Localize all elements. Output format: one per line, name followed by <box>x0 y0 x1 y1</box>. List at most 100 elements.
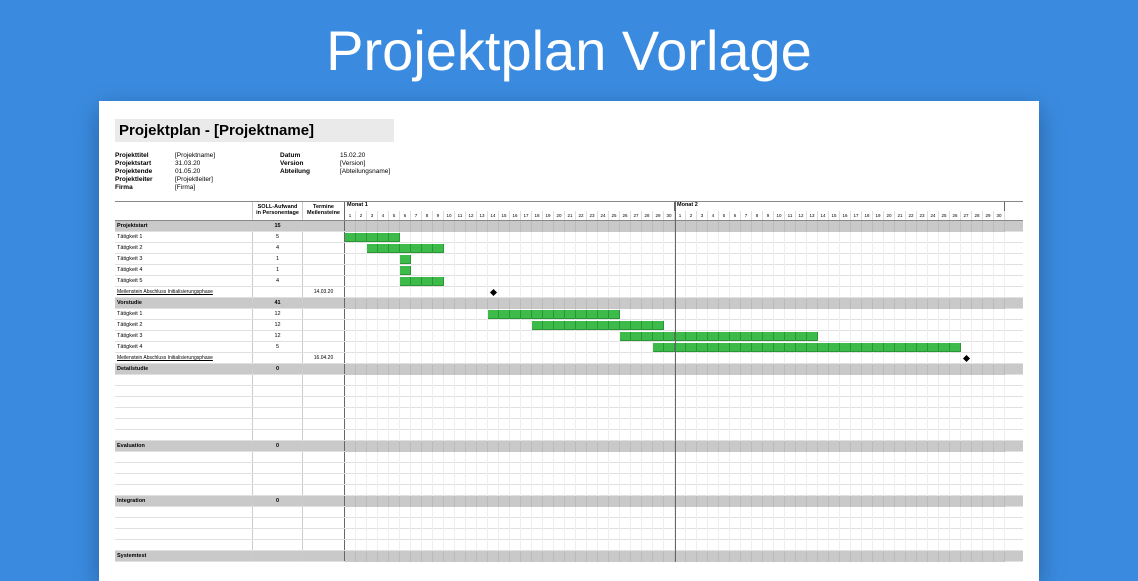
bar-area <box>345 441 1023 451</box>
gantt-bar <box>367 244 444 253</box>
effort-value <box>253 540 303 550</box>
doc-title: Projektplan - [Projektname] <box>115 119 394 142</box>
task-row <box>115 452 1023 463</box>
day-header-cell: 23 <box>917 211 928 220</box>
task-label <box>115 485 253 495</box>
milestone-date <box>303 419 345 429</box>
task-label <box>115 386 253 396</box>
milestone-date <box>303 397 345 407</box>
effort-value: 5 <box>253 232 303 242</box>
bar-area <box>345 551 1023 561</box>
day-header-cell: 25 <box>939 211 950 220</box>
task-row <box>115 419 1023 430</box>
day-header-cell: 29 <box>983 211 994 220</box>
milestone-date <box>303 243 345 253</box>
task-row <box>115 408 1023 419</box>
day-header-cell: 29 <box>653 211 664 220</box>
day-header-cell: 7 <box>741 211 752 220</box>
meta-value: 31.03.20 <box>175 160 230 167</box>
meta-label: Projektleiter <box>115 176 165 183</box>
day-header-cell: 1 <box>345 211 356 220</box>
bar-area <box>345 298 1023 308</box>
bar-area <box>345 320 1023 330</box>
effort-value: 15 <box>253 221 303 231</box>
task-row <box>115 529 1023 540</box>
task-row: Tätigkeit 41 <box>115 265 1023 276</box>
task-label <box>115 529 253 539</box>
bar-area <box>345 496 1023 506</box>
bar-area <box>345 507 1023 517</box>
effort-value <box>253 375 303 385</box>
task-label: Tätigkeit 3 <box>115 331 253 341</box>
bar-area <box>345 397 1023 407</box>
day-header-cell: 30 <box>664 211 675 220</box>
task-row <box>115 485 1023 496</box>
milestone-date <box>303 309 345 319</box>
task-label <box>115 518 253 528</box>
task-label <box>115 375 253 385</box>
day-header-cell: 3 <box>367 211 378 220</box>
day-header-cell: 20 <box>554 211 565 220</box>
effort-value <box>253 507 303 517</box>
milestone-date <box>303 265 345 275</box>
effort-value: 41 <box>253 298 303 308</box>
day-header-cell: 2 <box>686 211 697 220</box>
gantt-chart: SOLL-Aufwand in Personentage Termine Mei… <box>115 201 1023 562</box>
task-label: Systemtest <box>115 551 253 561</box>
day-header-cell: 27 <box>631 211 642 220</box>
task-row <box>115 518 1023 529</box>
task-label: Tätigkeit 2 <box>115 320 253 330</box>
effort-value <box>253 551 303 561</box>
task-row <box>115 386 1023 397</box>
meta-label: Projektende <box>115 168 165 175</box>
day-header-cell: 10 <box>444 211 455 220</box>
day-header-cell: 25 <box>609 211 620 220</box>
section-row: Detailstudie0 <box>115 364 1023 375</box>
day-header-cell: 30 <box>994 211 1005 220</box>
milestone-date <box>303 463 345 473</box>
day-header-cell: 17 <box>521 211 532 220</box>
meta-value: [Abteilungsname] <box>340 168 395 175</box>
task-row: Tätigkeit 15 <box>115 232 1023 243</box>
day-header-cell: 18 <box>532 211 543 220</box>
effort-value <box>253 408 303 418</box>
task-label <box>115 463 253 473</box>
task-label: Tätigkeit 1 <box>115 232 253 242</box>
day-header-cell: 2 <box>356 211 367 220</box>
day-header-cell: 21 <box>565 211 576 220</box>
day-header-cell: 22 <box>906 211 917 220</box>
bar-area <box>345 430 1023 440</box>
section-row: Vorstudie41 <box>115 298 1023 309</box>
day-header-cell: 4 <box>708 211 719 220</box>
effort-value <box>253 463 303 473</box>
task-label: Tätigkeit 4 <box>115 265 253 275</box>
day-header-cell: 19 <box>873 211 884 220</box>
bar-area <box>345 309 1023 319</box>
day-header-cell: 9 <box>433 211 444 220</box>
effort-value: 12 <box>253 331 303 341</box>
day-header-cell: 13 <box>807 211 818 220</box>
day-header-cell: 3 <box>697 211 708 220</box>
effort-value <box>253 353 303 363</box>
day-header-cell: 5 <box>389 211 400 220</box>
task-label <box>115 408 253 418</box>
day-header-cell: 19 <box>543 211 554 220</box>
day-header-cell: 8 <box>752 211 763 220</box>
milestone-date <box>303 221 345 231</box>
effort-value <box>253 452 303 462</box>
meta-value: 15.02.20 <box>340 152 395 159</box>
bar-area <box>345 276 1023 286</box>
bar-area <box>345 232 1023 242</box>
task-row: Tätigkeit 312 <box>115 331 1023 342</box>
effort-value: 1 <box>253 254 303 264</box>
bar-area <box>345 518 1023 528</box>
meta-label: Datum <box>280 152 330 159</box>
milestone-date <box>303 254 345 264</box>
day-header-cell: 11 <box>785 211 796 220</box>
day-header-cell: 28 <box>972 211 983 220</box>
day-header-cell: 21 <box>895 211 906 220</box>
milestone-date <box>303 540 345 550</box>
effort-value: 0 <box>253 441 303 451</box>
gantt-bar <box>532 321 664 330</box>
bar-area <box>345 463 1023 473</box>
